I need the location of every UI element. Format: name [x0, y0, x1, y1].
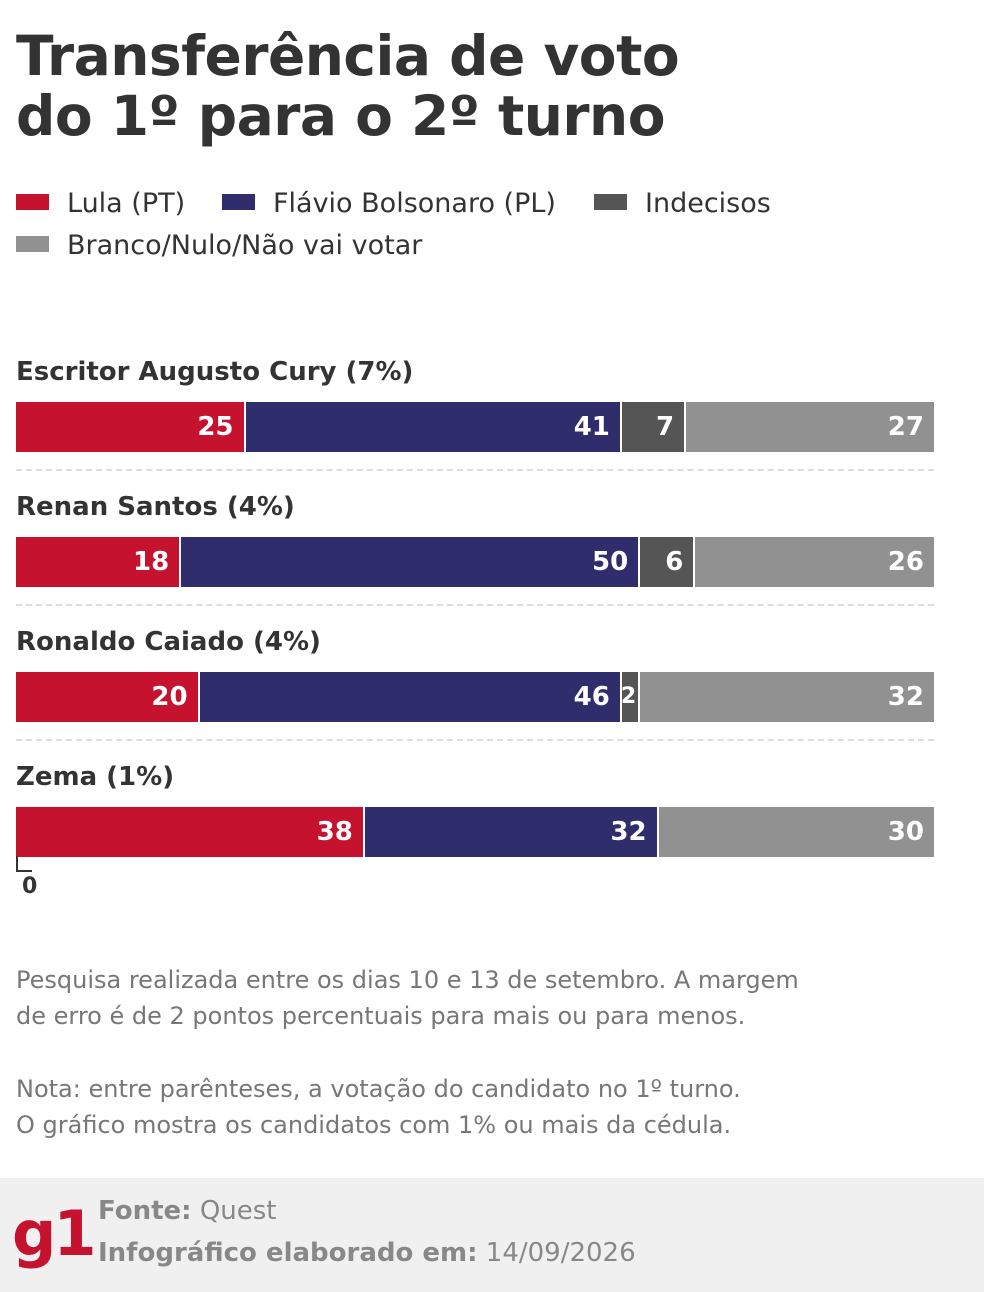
survey-note-line-1: Pesquisa realizada entre os dias 10 e 13… — [16, 966, 799, 994]
bar-segment-caiado-lula: 20 — [16, 672, 200, 722]
data-label-renan-indecisos: 6 — [665, 547, 684, 577]
footer-made-label: Infográfico elaborado em: — [98, 1238, 478, 1268]
bar-segment-renan-branco: 26 — [695, 537, 934, 587]
chart-title-line-1: Transferência de voto — [16, 24, 680, 88]
footer-source-label: Fonte: — [98, 1196, 192, 1226]
data-label-caiado-flavio: 46 — [573, 682, 610, 712]
bar-segment-cury-indecisos: 7 — [621, 402, 687, 452]
legend-label-branco: Branco/Nulo/Não vai votar — [67, 230, 423, 261]
chart-note-line-1: Nota: entre parênteses, a votação do can… — [16, 1075, 741, 1103]
data-label-renan-branco: 26 — [887, 547, 924, 577]
data-label-cury-branco: 27 — [887, 412, 924, 442]
bar-cury: 25 41 7 27 — [16, 402, 934, 452]
legend-swatch-indecisos — [594, 194, 627, 210]
legend-swatch-branco — [16, 236, 49, 252]
data-label-cury-lula: 25 — [197, 412, 234, 442]
legend-label-lula: Lula (PT) — [67, 188, 186, 219]
zero-axis-label: 0 — [22, 874, 38, 899]
legend-label-indecisos: Indecisos — [645, 188, 771, 219]
separator-line — [16, 469, 934, 471]
bar-segment-caiado-indecisos: 2 — [620, 672, 641, 722]
bar-label-caiado: Ronaldo Caiado (4%) — [16, 627, 321, 657]
survey-note-line-2: de erro é de 2 pontos percentuais para m… — [16, 1002, 746, 1030]
bar-label-renan: Renan Santos (4%) — [16, 492, 295, 522]
bar-segment-cury-branco: 27 — [686, 402, 934, 452]
data-label-renan-flavio: 50 — [592, 547, 629, 577]
bar-label-cury: Escritor Augusto Cury (7%) — [16, 357, 414, 387]
separator-line — [16, 739, 934, 741]
bar-segment-renan-indecisos: 6 — [640, 537, 696, 587]
footer-made: Infográfico elaborado em: 14/09/2026 — [98, 1238, 636, 1268]
bar-segment-cury-flavio: 41 — [245, 402, 622, 452]
chart-title: Transferência de voto do 1º para o 2º tu… — [16, 24, 680, 148]
zero-axis-line — [16, 856, 18, 872]
chart-title-line-2: do 1º para o 2º turno — [16, 84, 666, 148]
separator-line — [16, 604, 934, 606]
bar-segment-zema-flavio: 32 — [364, 807, 659, 857]
footer-source-value: Quest — [199, 1196, 277, 1226]
chart-note: Nota: entre parênteses, a votação do can… — [16, 1071, 916, 1143]
data-label-caiado-lula: 20 — [151, 682, 188, 712]
data-label-zema-flavio: 32 — [610, 817, 647, 847]
g1-logo: g1 — [12, 1197, 97, 1270]
footer-made-value: 14/09/2026 — [485, 1238, 636, 1268]
bar-caiado: 20 46 2 32 — [16, 672, 934, 722]
bar-segment-caiado-branco: 32 — [640, 672, 934, 722]
data-label-zema-lula: 38 — [316, 817, 353, 847]
data-label-caiado-branco: 32 — [887, 682, 924, 712]
footer-source: Fonte: Quest — [98, 1196, 277, 1226]
data-label-renan-lula: 18 — [133, 547, 170, 577]
data-label-cury-flavio: 41 — [573, 412, 610, 442]
zero-axis-tick — [16, 870, 32, 872]
chart-note-line-2: O gráfico mostra os candidatos com 1% ou… — [16, 1111, 732, 1139]
bar-segment-renan-flavio: 50 — [181, 537, 641, 587]
legend-label-flavio: Flávio Bolsonaro (PL) — [273, 188, 556, 219]
bar-zema: 38 32 30 — [16, 807, 934, 857]
data-label-cury-indecisos: 7 — [656, 412, 675, 442]
bar-segment-caiado-flavio: 46 — [199, 672, 622, 722]
legend-swatch-lula — [16, 194, 49, 210]
bar-segment-zema-lula: 38 — [16, 807, 365, 857]
legend-swatch-flavio — [222, 194, 255, 210]
bar-renan: 18 50 6 26 — [16, 537, 934, 587]
footer: g1 Fonte: Quest Infográfico elaborado em… — [0, 1178, 984, 1292]
bar-segment-cury-lula: 25 — [16, 402, 246, 452]
bar-label-zema: Zema (1%) — [16, 762, 175, 792]
data-label-zema-branco: 30 — [887, 817, 924, 847]
bar-segment-zema-branco: 30 — [658, 807, 934, 857]
bar-segment-renan-lula: 18 — [16, 537, 182, 587]
survey-note: Pesquisa realizada entre os dias 10 e 13… — [16, 962, 916, 1034]
data-label-caiado-indecisos: 2 — [620, 684, 637, 709]
